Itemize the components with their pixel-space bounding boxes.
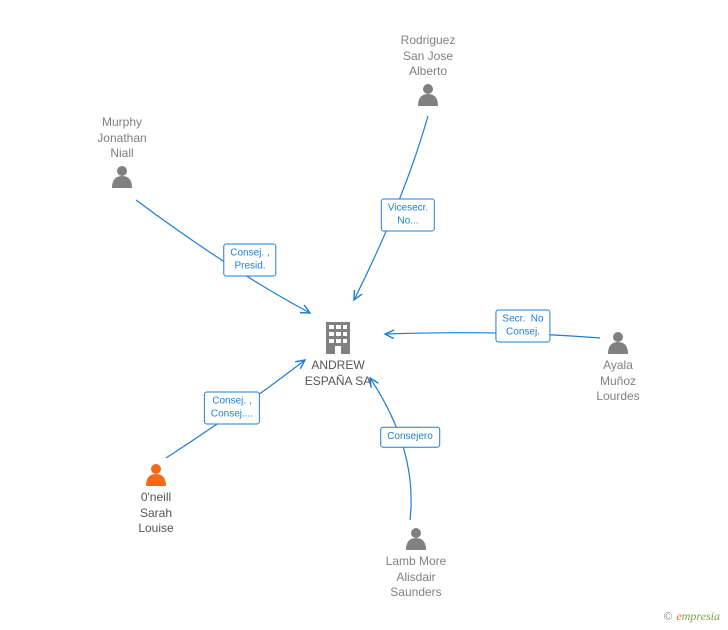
person-label: Rodriguez San Jose Alberto — [401, 33, 456, 80]
diagram-canvas — [0, 0, 728, 630]
company-label: ANDREW ESPAÑA SA — [305, 358, 371, 389]
person-icon — [146, 464, 166, 486]
edge-label: Vicesecr. No... — [381, 199, 435, 232]
person-label: Murphy Jonathan Niall — [97, 115, 146, 162]
person-icon — [418, 84, 438, 106]
person-icon — [112, 166, 132, 188]
person-icon — [608, 332, 628, 354]
person-label: Lamb More Alisdair Saunders — [386, 554, 447, 601]
company-node[interactable] — [326, 322, 350, 354]
person-label: 0'neill Sarah Louise — [138, 490, 173, 537]
edge-label: Consej. , Presid. — [223, 244, 276, 277]
person-node[interactable] — [418, 84, 438, 106]
person-node[interactable] — [146, 464, 166, 486]
person-node[interactable] — [406, 528, 426, 550]
person-node[interactable] — [608, 332, 628, 354]
edge-label: Secr. No Consej. — [495, 310, 550, 343]
edge-line — [370, 378, 411, 520]
copyright-label: ©empresia — [663, 609, 720, 624]
building-icon — [326, 322, 350, 354]
edge-arrowhead — [370, 378, 378, 388]
edge-label: Consej. , Consej.... — [204, 392, 260, 425]
edge-label: Consejero — [380, 427, 440, 448]
edge-line — [385, 333, 600, 338]
person-label: Ayala Muñoz Lourdes — [596, 358, 639, 405]
person-node[interactable] — [112, 166, 132, 188]
person-icon — [406, 528, 426, 550]
